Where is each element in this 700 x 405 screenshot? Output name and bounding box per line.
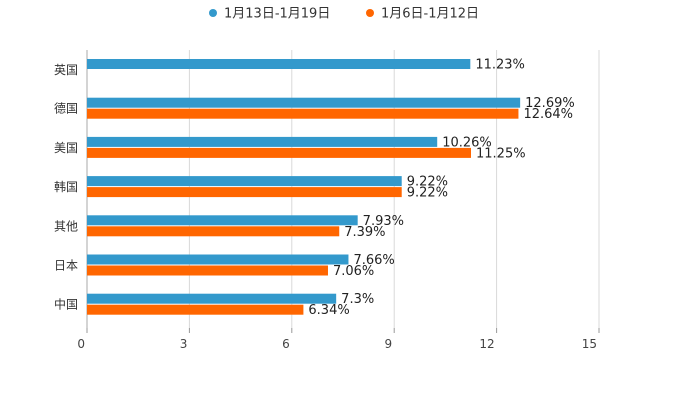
legend-label-1[interactable]: 1月13日-1月19日 xyxy=(224,7,330,22)
bar-s1-4[interactable] xyxy=(87,176,402,187)
bars xyxy=(87,59,521,315)
bar-s1-1[interactable] xyxy=(87,59,471,69)
bar-s2-3[interactable] xyxy=(87,147,471,158)
category-label-7: 中国 xyxy=(54,297,78,312)
data-label-s2-7: 6.34% xyxy=(308,303,349,318)
data-label-s1-6: 7.66% xyxy=(353,253,394,268)
legend-label-2[interactable]: 1月6日-1月12日 xyxy=(381,7,479,22)
bar-s2-7[interactable] xyxy=(87,304,304,315)
bar-s1-3[interactable] xyxy=(87,136,438,147)
x-tick-label-3: 3 xyxy=(180,337,188,351)
category-label-3: 美国 xyxy=(54,141,78,155)
legend-marker-2[interactable] xyxy=(366,9,374,17)
bar-s2-4[interactable] xyxy=(87,187,402,198)
x-tick-label-6: 6 xyxy=(282,337,290,351)
x-tick-label-15: 15 xyxy=(582,337,597,351)
bar-s1-5[interactable] xyxy=(87,215,358,226)
data-label-s2-4: 9.22% xyxy=(407,186,448,201)
data-label-s1-4: 9.22% xyxy=(407,175,448,190)
bar-s1-2[interactable] xyxy=(87,97,521,108)
data-label-s1-1: 11.23% xyxy=(475,58,525,73)
category-label-4: 韩国 xyxy=(54,179,78,194)
data-label-s1-2: 12.69% xyxy=(525,96,575,111)
x-tick-label-9: 9 xyxy=(385,337,393,351)
bar-s1-6[interactable] xyxy=(87,254,349,265)
bar-s2-5[interactable] xyxy=(87,226,340,237)
data-label-s1-5: 7.93% xyxy=(363,214,404,229)
legend-marker-1[interactable] xyxy=(209,9,217,17)
category-label-6: 日本 xyxy=(54,259,78,273)
legend: 1月13日-1月19日 1月6日-1月12日 xyxy=(209,7,479,22)
data-label-s2-3: 11.25% xyxy=(476,146,526,161)
data-label-s2-2: 12.64% xyxy=(523,107,573,122)
data-label-s1-3: 10.26% xyxy=(442,135,492,150)
bar-s2-2[interactable] xyxy=(87,108,519,119)
x-tick-label-12: 12 xyxy=(479,337,494,351)
bar-s1-7[interactable] xyxy=(87,293,337,304)
category-label-5: 其他 xyxy=(54,219,78,233)
data-label-s1-7: 7.3% xyxy=(341,292,374,307)
data-label-s2-5: 7.39% xyxy=(344,225,385,240)
category-label-1: 英国 xyxy=(54,63,78,77)
bar-s2-6[interactable] xyxy=(87,265,328,276)
category-label-2: 德国 xyxy=(54,101,78,116)
data-label-s2-6: 7.06% xyxy=(333,264,374,279)
x-tick-label-0: 0 xyxy=(77,337,85,351)
data-labels: 11.23% 12.69%12.64% 10.26%11.25% 9.22%9.22%… xyxy=(308,58,574,319)
